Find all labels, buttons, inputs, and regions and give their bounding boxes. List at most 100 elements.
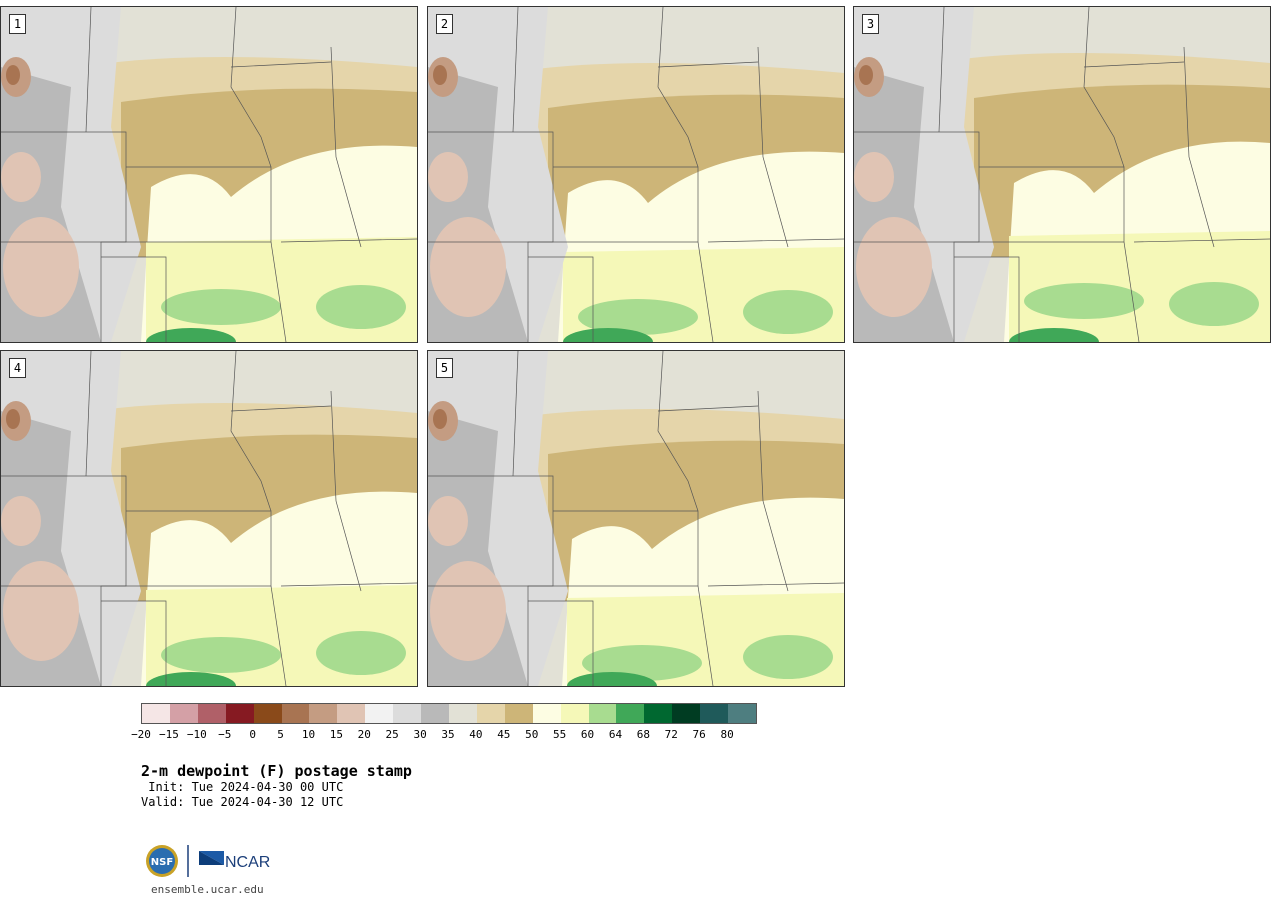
dewpoint-map-2 — [428, 7, 844, 342]
state-border-line — [1083, 61, 1185, 68]
valid-time: Valid: Tue 2024-04-30 12 UTC — [141, 795, 344, 809]
dewpoint-map-4 — [1, 351, 417, 686]
dewpoint-contour-60 — [316, 631, 406, 675]
colorbar-tick-label: 15 — [329, 728, 343, 741]
state-borders — [854, 7, 1270, 342]
colorbar-swatch — [365, 704, 394, 723]
state-border-line — [230, 405, 332, 412]
state-border-line — [657, 351, 699, 512]
state-border-line — [707, 238, 844, 243]
dewpoint-contour-15 — [854, 152, 894, 202]
dewpoint-contour-60 — [1024, 283, 1144, 319]
colorbar-swatch — [337, 704, 366, 723]
state-border-line — [1123, 241, 1140, 342]
colorbar — [141, 703, 757, 724]
dewpoint-contour-15 — [430, 561, 506, 661]
colorbar-swatch — [644, 704, 673, 723]
colorbar-swatch — [421, 704, 449, 723]
colorbar-tick-label: −20 — [131, 728, 151, 741]
dewpoint-contour-5 — [6, 409, 20, 429]
colorbar-tick-label: 25 — [385, 728, 399, 741]
state-border-line — [85, 7, 92, 133]
state-borders — [428, 7, 844, 342]
website-url: ensemble.ucar.edu — [151, 883, 264, 896]
dewpoint-contour-15 — [428, 152, 468, 202]
chart-title: 2-m dewpoint (F) postage stamp — [141, 762, 412, 780]
colorbar-swatch — [169, 704, 198, 723]
colorbar-swatch — [253, 704, 282, 723]
state-border-line — [512, 7, 519, 133]
colorbar-swatch — [672, 704, 701, 723]
colorbar-tick-labels: −20 −15 −10 −5 0 5 10 15 20 25 30 35 40 45 50 55 60 64 68 7… — [131, 728, 755, 742]
state-border-line — [330, 390, 362, 592]
state-border-line — [428, 131, 554, 243]
ensemble-member-panel-3: 3 — [853, 6, 1271, 343]
state-borders — [1, 7, 417, 342]
panel-number-label: 4 — [9, 358, 26, 378]
state-border-line — [707, 582, 844, 587]
colorbar-swatch — [197, 704, 226, 723]
state-borders — [1, 351, 417, 686]
state-border-line — [85, 351, 92, 477]
dewpoint-contour-15 — [856, 217, 932, 317]
state-border-line — [1183, 46, 1215, 248]
dewpoint-map-3 — [854, 7, 1270, 342]
state-border-line — [270, 585, 287, 686]
state-border-line — [101, 600, 167, 686]
colorbar-tick-label: 80 — [720, 728, 734, 741]
state-border-line — [101, 256, 167, 342]
state-border-line — [280, 582, 417, 587]
colorbar-swatch — [476, 704, 505, 723]
colorbar-tick-label: −15 — [158, 728, 179, 741]
dewpoint-contour-64 — [567, 672, 657, 686]
state-border-line — [757, 390, 789, 592]
colorbar-tick-label: −10 — [186, 728, 207, 741]
state-border-line — [1, 475, 127, 587]
colorbar-tick-label: 20 — [357, 728, 371, 741]
colorbar-swatch — [142, 704, 170, 723]
ncar-logo-icon: NCAR — [199, 851, 270, 871]
panel-number-label: 5 — [436, 358, 453, 378]
dewpoint-contour-64 — [146, 328, 236, 342]
state-border-line — [854, 131, 980, 243]
nsf-logo-text: NSF — [151, 857, 173, 868]
colorbar-tick-label: 5 — [277, 728, 284, 741]
state-border-line — [230, 351, 272, 512]
state-border-line — [1, 131, 127, 243]
dewpoint-contour-15 — [1, 496, 41, 546]
colorbar-tick-label: 10 — [301, 728, 316, 741]
colorbar-swatch — [448, 704, 477, 723]
colorbar-tick-label: 40 — [469, 728, 483, 741]
colorbar-swatch — [728, 704, 756, 723]
dewpoint-contour-15 — [3, 561, 79, 661]
panel-number-label: 1 — [9, 14, 26, 34]
ensemble-member-panel-2: 2 — [427, 6, 845, 343]
dewpoint-contour-5 — [433, 409, 447, 429]
init-time: Init: Tue 2024-04-30 00 UTC — [141, 780, 344, 794]
colorbar-tick-label: 64 — [608, 728, 623, 741]
panel-number-label: 3 — [862, 14, 879, 34]
colorbar-tick-label: −5 — [218, 728, 232, 741]
ensemble-member-panel-1: 1 — [0, 6, 418, 343]
state-border-line — [230, 61, 332, 68]
ncar-logo-text: NCAR — [225, 854, 270, 871]
dewpoint-contour-60 — [161, 637, 281, 673]
dewpoint-contour-64 — [1009, 328, 1099, 342]
colorbar-tick-label: 55 — [553, 728, 567, 741]
colorbar-swatch — [504, 704, 533, 723]
state-border-line — [528, 600, 594, 686]
dewpoint-contour-60 — [161, 289, 281, 325]
state-border-line — [697, 241, 714, 342]
state-border-line — [657, 61, 759, 68]
dewpoint-contour-5 — [6, 65, 20, 85]
colorbar-tick-label: 50 — [525, 728, 539, 741]
nsf-logo-icon: NSF — [146, 845, 178, 877]
dewpoint-contour-15 — [430, 217, 506, 317]
state-border-line — [657, 7, 699, 168]
state-border-line — [938, 7, 945, 133]
state-border-line — [512, 351, 519, 477]
state-border-line — [1083, 7, 1125, 168]
colorbar-tick-label: 76 — [692, 728, 706, 741]
panel-number-label: 2 — [436, 14, 453, 34]
ensemble-member-panel-5: 5 — [427, 350, 845, 687]
